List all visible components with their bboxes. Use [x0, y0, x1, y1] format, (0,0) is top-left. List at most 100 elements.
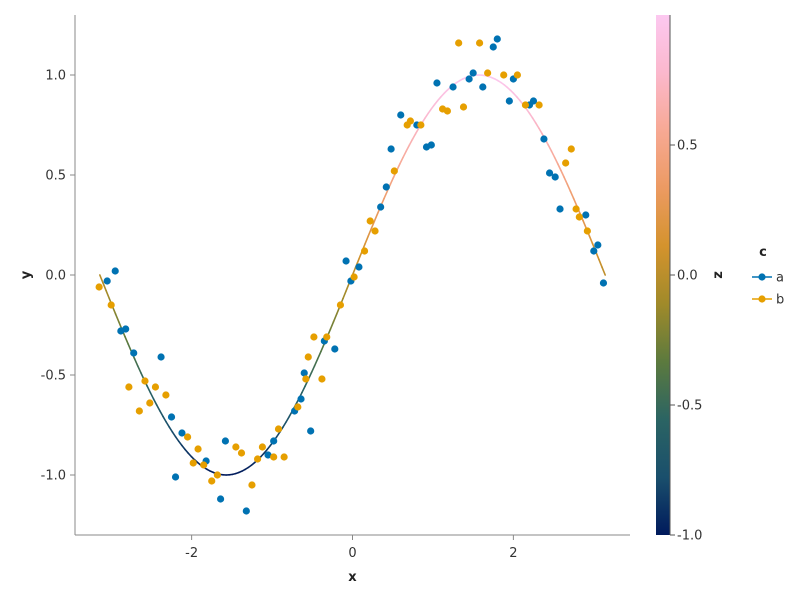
line-segment	[370, 219, 376, 230]
point-a	[387, 145, 395, 153]
point-a	[264, 451, 272, 459]
x-tick-label: -2	[185, 546, 198, 561]
point-b	[200, 461, 208, 469]
point-a	[297, 395, 305, 403]
colorbar: -1.0 -0.5 0.0 0.5	[656, 15, 702, 544]
y-tick-label: -0.5	[41, 369, 66, 384]
line-segment	[367, 227, 373, 237]
line-segment	[430, 103, 436, 110]
point-a	[331, 345, 339, 353]
plot-area	[95, 35, 608, 515]
point-a	[382, 183, 390, 191]
line-segment	[414, 127, 420, 135]
point-b	[232, 443, 240, 451]
point-b	[500, 71, 508, 79]
point-b	[107, 301, 115, 309]
point-a	[469, 69, 477, 77]
point-a	[505, 97, 513, 105]
line-segment	[560, 169, 565, 179]
line-segment	[538, 127, 543, 135]
point-b	[151, 383, 160, 391]
y-axis-title: y	[19, 270, 34, 279]
point-a	[590, 247, 598, 255]
point-a	[556, 205, 564, 213]
point-b	[583, 227, 591, 235]
point-b	[213, 471, 221, 479]
line-segment	[534, 122, 540, 129]
line-segment	[436, 95, 442, 102]
point-a	[221, 437, 230, 445]
point-a	[178, 429, 186, 437]
colorbar-tick-label: -0.5	[677, 399, 702, 414]
line-segment	[146, 385, 152, 394]
point-b	[535, 101, 543, 109]
y-axis: -1.0 -0.5 0.0 0.5 1.0	[41, 15, 76, 535]
point-b	[521, 101, 530, 109]
line-segment	[525, 107, 531, 114]
line-segment	[528, 112, 534, 119]
line-segment	[572, 197, 578, 207]
line-segment	[433, 99, 439, 106]
point-b	[318, 375, 326, 383]
line-segment	[553, 156, 559, 165]
y-tick-label: 0.5	[45, 169, 66, 184]
line-segment	[320, 343, 325, 353]
line-segment	[285, 415, 291, 423]
point-b	[572, 205, 580, 213]
point-b	[443, 107, 452, 115]
point-b	[575, 213, 583, 221]
line-segment	[171, 431, 177, 438]
line-segment	[582, 219, 588, 230]
point-a	[171, 473, 180, 481]
point-b	[258, 443, 267, 451]
point-b	[310, 333, 318, 341]
line-segment	[165, 421, 171, 428]
point-b	[274, 425, 283, 433]
point-a	[493, 35, 501, 43]
point-b	[513, 71, 521, 79]
point-a	[540, 135, 548, 143]
line-segment	[152, 398, 158, 406]
point-a	[270, 437, 278, 445]
point-a	[216, 495, 225, 503]
point-a	[529, 97, 538, 105]
line-segment	[168, 426, 174, 433]
point-a	[545, 169, 554, 177]
point-b	[270, 453, 278, 461]
point-b	[459, 103, 468, 111]
x-axis: -2 0 2	[75, 534, 630, 561]
line-segment	[557, 163, 562, 172]
point-b	[208, 477, 216, 485]
point-b	[184, 433, 192, 441]
line-segment	[515, 95, 521, 102]
point-b	[162, 391, 170, 399]
legend-marker-a	[758, 273, 766, 281]
line-segment	[550, 150, 556, 159]
point-a	[242, 507, 250, 515]
point-a	[307, 427, 315, 435]
point-b	[562, 159, 570, 167]
point-b	[253, 455, 262, 463]
point-b	[417, 121, 425, 129]
line-segment	[275, 431, 281, 438]
line-segment	[159, 409, 164, 418]
point-b	[406, 117, 415, 125]
point-b	[141, 377, 149, 385]
line-segment	[99, 274, 104, 284]
y-tick-label: 1.0	[45, 69, 66, 84]
point-a	[465, 75, 473, 83]
point-b	[484, 69, 492, 77]
point-a	[342, 257, 350, 265]
line-segment	[598, 258, 603, 268]
line-segment	[402, 150, 407, 159]
line-segment	[266, 444, 272, 451]
colorbar-gradient	[656, 15, 670, 535]
point-b	[248, 481, 256, 489]
line-segment	[127, 343, 133, 353]
point-a	[355, 263, 363, 271]
point-a	[157, 353, 165, 361]
point-b	[323, 333, 331, 341]
line-segment	[329, 320, 335, 331]
line-segment	[184, 448, 190, 455]
colorbar-tick-label: 0.5	[677, 139, 698, 154]
